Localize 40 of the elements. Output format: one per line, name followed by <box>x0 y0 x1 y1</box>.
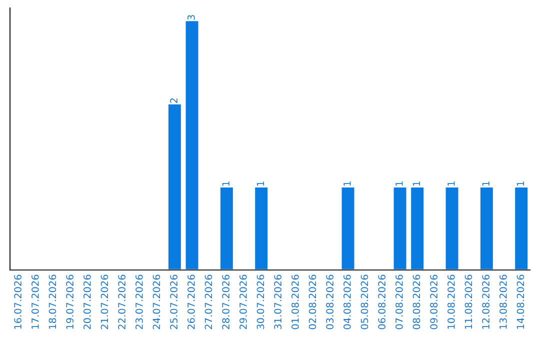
data-label: 1 <box>396 182 403 186</box>
x-tick-label: 19.07.2026 <box>66 274 74 329</box>
x-tick-label: 30.07.2026 <box>256 274 264 330</box>
x-tick-label: 14.08.2026 <box>516 274 524 329</box>
x-tick-label: 21.07.2026 <box>100 274 108 330</box>
x-tick-label: 29.07.2026 <box>239 274 247 330</box>
data-label: 1 <box>222 182 230 186</box>
x-tick-label: 04.08.2026 <box>343 274 351 330</box>
x-tick-label: 03.08.2026 <box>326 274 334 330</box>
data-label: 3 <box>187 15 195 20</box>
x-tick-label: 26.07.2026 <box>187 274 195 330</box>
x-tick-label: 16.07.2026 <box>14 274 22 329</box>
x-tick-label: 17.07.2026 <box>31 274 39 329</box>
x-tick-label: 13.08.2026 <box>499 274 507 329</box>
x-tick-label: 05.08.2026 <box>360 274 368 330</box>
data-label: 1 <box>448 182 455 186</box>
x-tick-label: 31.07.2026 <box>274 274 282 330</box>
x-tick-label: 22.07.2026 <box>118 274 126 330</box>
x-tick-label: 20.07.2026 <box>83 274 91 330</box>
x-tick-label: 09.08.2026 <box>430 274 438 330</box>
data-label: 2 <box>170 98 178 103</box>
x-tick-label: 24.07.2026 <box>152 274 160 330</box>
x-tick-label: 11.08.2026 <box>464 274 472 329</box>
x-tick-label: 10.08.2026 <box>447 274 455 329</box>
data-label: 1 <box>344 182 351 186</box>
x-tick-label: 25.07.2026 <box>170 274 178 330</box>
data-label: 1 <box>482 182 490 186</box>
x-tick-label: 02.08.2026 <box>308 274 316 330</box>
x-tick-label: 18.07.2026 <box>48 274 56 329</box>
data-label: 1 <box>256 182 264 186</box>
x-tick-label: 27.07.2026 <box>204 274 212 330</box>
x-tick-label: 23.07.2026 <box>135 274 143 330</box>
x-tick-label: 28.07.2026 <box>222 274 230 330</box>
data-label: 1 <box>412 182 420 186</box>
x-tick-label: 08.08.2026 <box>412 274 420 330</box>
data-label: 1 <box>516 182 524 186</box>
x-tick-label: 06.08.2026 <box>378 274 386 330</box>
x-tick-label: 12.08.2026 <box>482 274 490 329</box>
x-tick-label: 07.08.2026 <box>395 274 403 330</box>
x-tick-label: 01.08.2026 <box>291 274 299 330</box>
